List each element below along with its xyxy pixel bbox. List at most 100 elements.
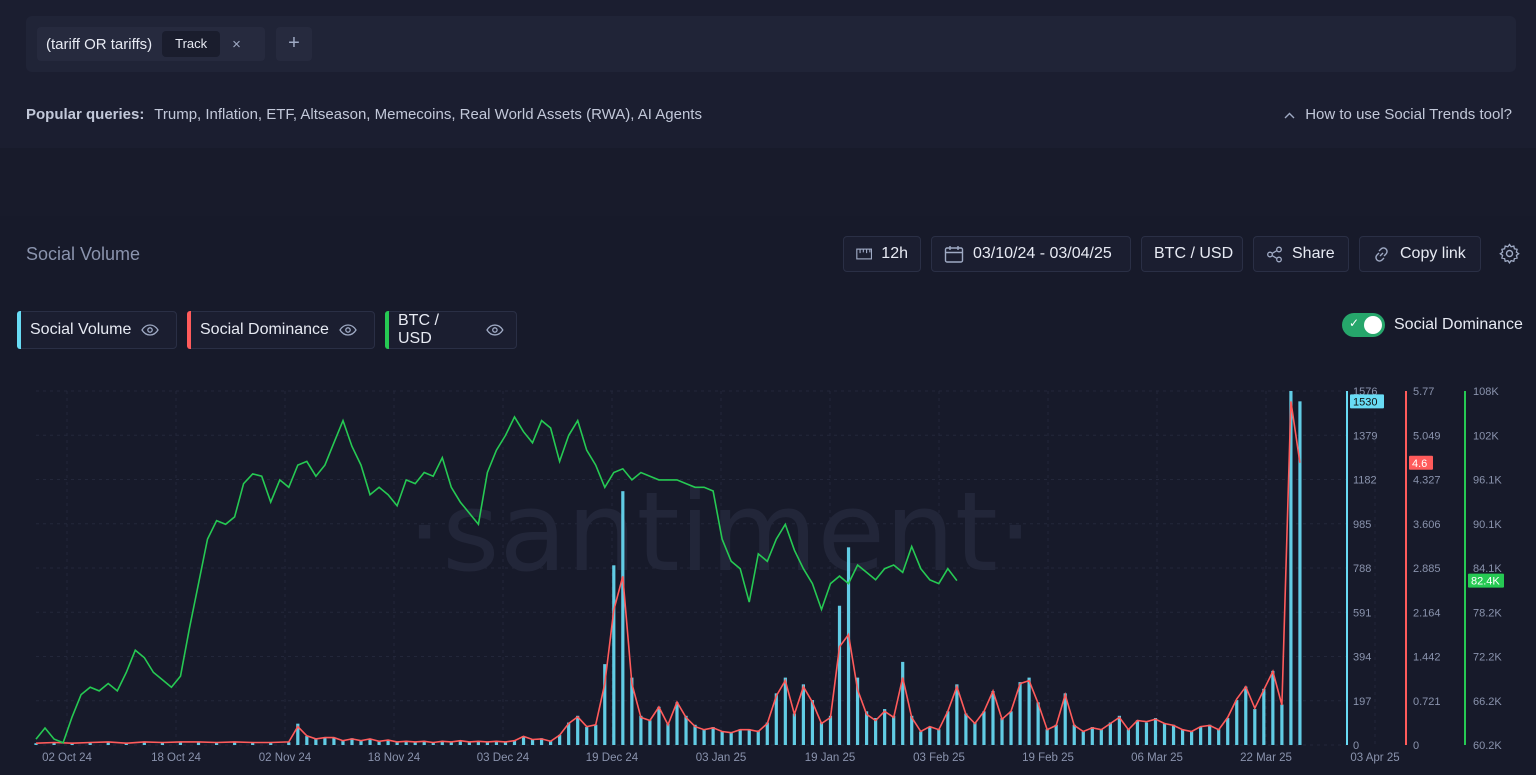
chart[interactable]: ·santiment· 1576137911829857885913941970… — [0, 380, 1536, 775]
volume-bar — [955, 684, 959, 745]
volume-bar — [530, 739, 535, 745]
volume-bar — [70, 743, 74, 745]
volume-bar — [521, 736, 526, 745]
volume-bar — [1063, 693, 1067, 745]
legend-color-bar — [385, 311, 389, 349]
volume-bar — [774, 693, 778, 745]
btc_usd-tick-label: 84.1K — [1473, 563, 1502, 575]
volume-bar — [964, 713, 968, 745]
volume-bar — [359, 740, 363, 745]
volume-bar — [1135, 720, 1140, 745]
volume-bar — [350, 738, 354, 745]
volume-bar — [558, 734, 562, 745]
legend-color-bar — [17, 311, 21, 349]
social_dominance-tick-label: 2.885 — [1413, 563, 1441, 575]
social_dominance-tick-label: 1.442 — [1413, 652, 1441, 664]
social_volume-tick-label: 1379 — [1353, 430, 1377, 442]
copy-link-button[interactable]: Copy link — [1359, 236, 1481, 272]
volume-bar — [458, 740, 462, 745]
volume-bar — [937, 729, 941, 745]
social_dominance-tick-label: 4.327 — [1413, 475, 1441, 487]
volume-bar — [1244, 686, 1248, 745]
query-text[interactable]: (tariff OR tariffs) — [46, 35, 153, 53]
x-tick-label: 03 Feb 25 — [913, 752, 965, 764]
volume-bar — [422, 741, 426, 745]
volume-bar — [901, 661, 905, 745]
volume-bar — [576, 715, 580, 745]
volume-bar — [657, 706, 661, 745]
add-query-button[interactable]: + — [276, 27, 312, 61]
volume-bar — [377, 740, 381, 745]
volume-bar — [233, 742, 237, 745]
interval-button[interactable]: 12h — [843, 236, 921, 272]
legend-social-volume[interactable]: Social Volume — [17, 311, 177, 349]
social_volume-tick-label: 591 — [1353, 607, 1371, 619]
volume-bar — [792, 713, 796, 745]
link-icon — [1375, 246, 1388, 262]
volume-bar — [142, 742, 146, 745]
pair-button[interactable]: BTC / USD — [1141, 236, 1243, 272]
eye-icon[interactable] — [486, 324, 504, 336]
volume-bar — [341, 740, 345, 745]
volume-bar — [738, 729, 742, 745]
query-chip[interactable]: (tariff OR tariffs) Track × — [37, 27, 265, 61]
x-tick-label: 18 Oct 24 — [151, 752, 201, 764]
volume-bar — [323, 737, 327, 745]
panel-title: Social Volume — [26, 244, 141, 264]
volume-bar — [883, 709, 887, 745]
volume-bar — [1054, 724, 1058, 745]
popular-queries: Popular queries: Trump, Inflation, ETF, … — [26, 106, 702, 123]
share-button[interactable]: Share — [1253, 236, 1349, 272]
x-tick-label: 03 Apr 25 — [1350, 752, 1399, 764]
x-tick-label: 19 Dec 24 — [586, 752, 639, 764]
volume-bar — [1280, 704, 1284, 745]
btc_usd-tick-label: 96.1K — [1473, 475, 1502, 487]
social-dominance-line — [35, 401, 1301, 745]
volume-bar — [1000, 718, 1004, 745]
volume-bar — [837, 605, 842, 745]
volume-bar — [1235, 700, 1239, 745]
volume-bar — [124, 743, 128, 745]
volume-bar — [810, 700, 815, 745]
volume-bar — [1190, 731, 1194, 745]
volume-bar — [711, 727, 715, 745]
x-tick-label: 06 Mar 25 — [1131, 752, 1183, 764]
legend-btc-usd[interactable]: BTC / USD — [385, 311, 517, 349]
volume-bar — [395, 741, 399, 745]
x-tick-label: 02 Oct 24 — [42, 752, 92, 764]
btc-usd-line — [35, 415, 958, 744]
close-icon[interactable]: × — [232, 35, 241, 53]
social_volume-tick-label: 197 — [1353, 696, 1371, 708]
calendar-icon — [944, 246, 964, 263]
legend-social-dominance[interactable]: Social Dominance — [187, 311, 375, 349]
copy-link-label: Copy link — [1400, 245, 1466, 262]
social_volume-tick-label: 394 — [1353, 652, 1371, 664]
popular-queries-list[interactable]: Trump, Inflation, ETF, Altseason, Memeco… — [154, 106, 702, 123]
date-range-button[interactable]: 03/10/24 - 03/04/25 — [931, 236, 1131, 272]
btc_usd-tick-label: 108K — [1473, 386, 1499, 398]
chevron-up-icon — [1284, 108, 1295, 122]
track-button[interactable]: Track — [162, 31, 221, 57]
chart-axes: 15761379118298578859139419705.775.0494.3… — [1346, 386, 1504, 752]
gear-icon[interactable] — [1499, 243, 1520, 264]
volume-bar — [368, 738, 372, 745]
x-tick-label: 19 Jan 25 — [805, 752, 856, 764]
volume-bar — [467, 741, 471, 745]
eye-icon[interactable] — [141, 324, 160, 336]
how-to-use-link[interactable]: How to use Social Trends tool? — [1284, 106, 1512, 123]
volume-bar — [1153, 718, 1158, 745]
volume-bar — [630, 677, 634, 745]
volume-bar — [874, 718, 878, 745]
social-dominance-toggle[interactable]: ✓ — [1342, 313, 1385, 337]
how-to-use-label[interactable]: How to use Social Trends tool? — [1305, 106, 1512, 123]
share-label: Share — [1292, 245, 1335, 262]
volume-bar — [1018, 682, 1022, 745]
volume-bar — [910, 715, 914, 745]
volume-bar — [1217, 729, 1221, 745]
volume-bar — [476, 740, 480, 745]
volume-bar — [314, 738, 318, 745]
volume-bar — [1226, 718, 1230, 745]
x-axis-ticks: 02 Oct 24 18 Oct 24 02 Nov 24 18 Nov 24 03 D… — [42, 752, 1400, 764]
btc_usd-tick-label: 78.2K — [1473, 607, 1502, 619]
eye-icon[interactable] — [339, 324, 357, 336]
